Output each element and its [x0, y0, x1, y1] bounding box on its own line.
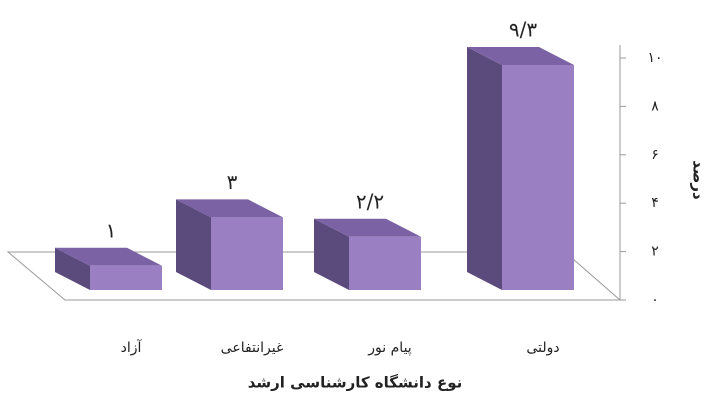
- y-tick-label: ۱۰: [647, 50, 662, 66]
- bar-side: [314, 218, 349, 290]
- bar: [211, 217, 283, 290]
- bar: [349, 236, 421, 290]
- bar: [90, 265, 162, 290]
- x-axis-title: نوع دانشگاه کارشناسی ارشد: [248, 374, 463, 392]
- bar-side: [55, 247, 90, 290]
- x-tick-label: آزاد: [121, 339, 143, 356]
- bar-top: [176, 199, 283, 218]
- y-tick-label: ۸: [651, 98, 659, 114]
- x-tick-label: دولتی: [526, 340, 559, 356]
- bar-top: [467, 46, 574, 65]
- bar: [502, 64, 574, 290]
- y-tick-label: ۰: [651, 292, 659, 308]
- bar-top: [55, 247, 162, 266]
- value-label: ۲/۲: [356, 189, 384, 213]
- value-label: ۹/۳: [509, 17, 537, 41]
- y-tick-label: ۲: [651, 244, 659, 260]
- bar-side: [176, 199, 211, 290]
- value-label: ۱: [106, 218, 117, 242]
- y-axis-title: درصد: [690, 160, 708, 200]
- bar-top: [314, 218, 421, 237]
- x-tick-label: پیام نور: [367, 340, 411, 356]
- y-tick-label: ۶: [651, 147, 659, 163]
- x-tick-label: غیرانتفاعی: [221, 340, 284, 356]
- bar-side: [467, 46, 502, 290]
- value-label: ۳: [227, 170, 238, 194]
- y-tick-label: ۴: [651, 195, 659, 211]
